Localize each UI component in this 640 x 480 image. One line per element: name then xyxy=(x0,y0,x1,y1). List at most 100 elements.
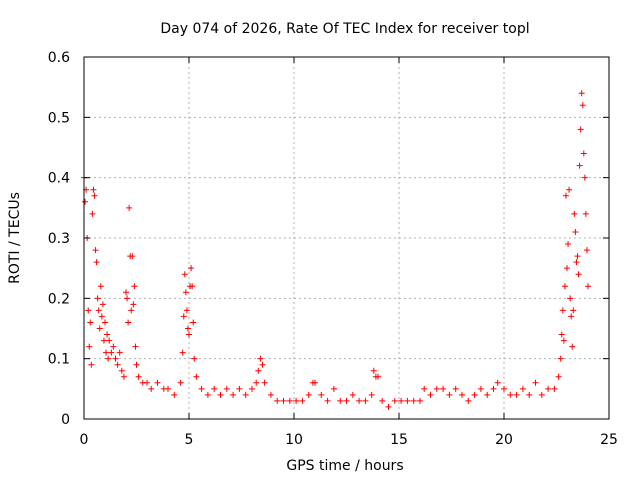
data-point xyxy=(98,313,105,320)
data-point xyxy=(465,397,472,404)
data-point xyxy=(144,379,150,386)
data-point xyxy=(106,337,113,344)
data-point xyxy=(574,253,581,260)
data-point xyxy=(274,397,281,404)
data-point xyxy=(182,289,189,296)
data-point xyxy=(368,391,375,398)
data-point xyxy=(96,325,103,332)
data-point xyxy=(280,397,287,404)
data-point xyxy=(417,397,423,404)
data-point xyxy=(299,397,306,404)
data-point xyxy=(577,126,584,133)
data-point xyxy=(578,90,585,97)
data-point xyxy=(257,355,264,362)
data-point xyxy=(581,174,588,181)
data-point xyxy=(154,379,161,386)
data-point xyxy=(130,301,137,308)
data-point xyxy=(94,295,101,302)
data-point xyxy=(148,385,155,392)
data-point xyxy=(398,397,405,404)
data-point xyxy=(93,259,100,266)
data-point xyxy=(538,391,545,398)
data-point xyxy=(286,397,293,404)
data-point xyxy=(324,397,331,404)
data-point xyxy=(575,271,582,278)
data-point xyxy=(490,385,497,392)
data-point xyxy=(85,307,92,314)
data-point xyxy=(561,283,568,290)
data-point xyxy=(193,373,200,380)
data-point xyxy=(404,397,411,404)
data-point xyxy=(242,391,249,398)
data-point xyxy=(583,247,590,254)
data-point xyxy=(255,367,262,374)
data-point xyxy=(580,150,587,157)
data-point xyxy=(126,204,133,211)
data-point xyxy=(179,349,186,356)
data-point xyxy=(330,385,337,392)
data-point xyxy=(576,162,583,169)
data-point xyxy=(562,192,569,199)
data-point xyxy=(112,355,119,362)
data-point xyxy=(183,307,190,314)
data-point xyxy=(494,379,501,386)
data-point xyxy=(253,379,260,386)
x-tick-label: 15 xyxy=(390,432,408,448)
data-point xyxy=(181,271,188,278)
data-point xyxy=(249,385,255,392)
x-tick-label: 25 xyxy=(600,432,618,448)
data-point xyxy=(120,373,127,380)
y-tick-label: 0.3 xyxy=(48,231,70,247)
data-point xyxy=(421,385,428,392)
data-point xyxy=(560,337,567,344)
data-point xyxy=(427,391,434,398)
data-point xyxy=(565,241,572,248)
data-point xyxy=(318,391,325,398)
data-point xyxy=(305,391,312,398)
data-point xyxy=(88,361,95,368)
y-tick-labels: 0 0.1 0.2 0.3 0.4 0.5 0.6 xyxy=(48,50,70,428)
x-tick-labels: 0 5 10 15 20 25 xyxy=(80,432,618,448)
data-point xyxy=(189,283,196,290)
data-point xyxy=(571,210,578,217)
data-point xyxy=(519,385,526,392)
data-point xyxy=(190,319,197,326)
data-point xyxy=(585,283,591,290)
y-tick-label: 0.6 xyxy=(48,50,70,66)
data-point xyxy=(131,283,138,290)
data-point xyxy=(230,391,237,398)
data-point xyxy=(261,379,268,386)
data-point xyxy=(125,319,132,326)
data-point xyxy=(118,367,125,374)
data-point xyxy=(211,385,218,392)
x-axis-label: GPS time / hours xyxy=(286,458,403,474)
data-point xyxy=(91,192,98,199)
data-point xyxy=(82,198,89,205)
data-point xyxy=(566,186,573,193)
data-point xyxy=(572,228,579,235)
data-point xyxy=(99,301,106,308)
data-point xyxy=(135,373,142,380)
data-point xyxy=(186,331,192,338)
data-point xyxy=(188,265,195,272)
data-point xyxy=(564,265,570,272)
data-point xyxy=(573,259,580,266)
grid-lines xyxy=(84,57,609,419)
y-tick-label: 0.1 xyxy=(48,352,70,368)
y-axis-label: ROTI / TECUs xyxy=(7,192,23,284)
data-point xyxy=(349,391,356,398)
data-point xyxy=(90,186,97,193)
data-point xyxy=(312,379,318,386)
data-point xyxy=(105,355,112,362)
data-point xyxy=(452,385,459,392)
data-point xyxy=(433,385,440,392)
data-point xyxy=(86,343,93,350)
data-point xyxy=(532,379,539,386)
data-point xyxy=(128,307,135,314)
data-point xyxy=(132,343,139,350)
data-point xyxy=(559,307,566,314)
data-point xyxy=(104,331,111,338)
data-point xyxy=(123,289,129,296)
data-point xyxy=(177,379,184,386)
data-point xyxy=(124,295,131,302)
